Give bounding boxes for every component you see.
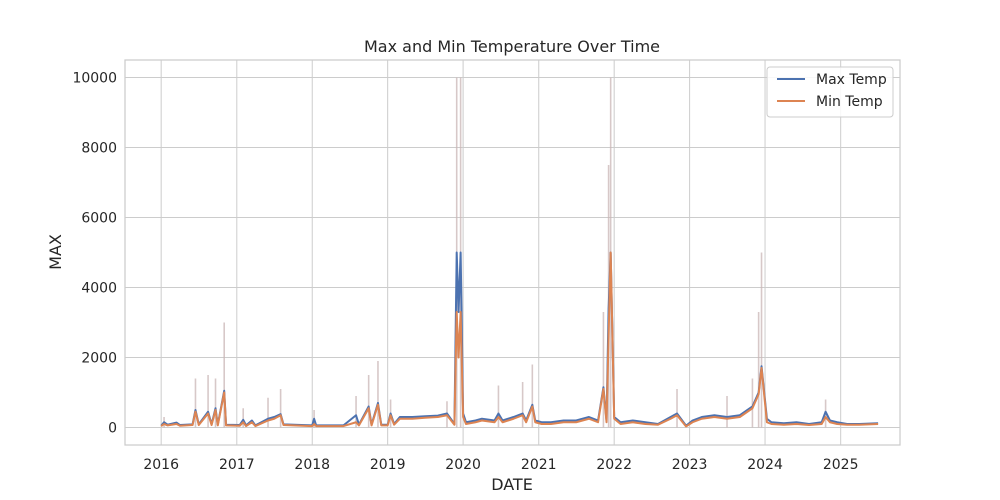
x-tick-label: 2022: [596, 457, 632, 473]
x-tick-label: 2019: [370, 457, 406, 473]
y-tick-label: 2000: [81, 351, 117, 367]
x-tick-label: 2023: [672, 457, 708, 473]
y-tick-label: 4000: [81, 281, 117, 297]
x-tick-label: 2024: [747, 457, 783, 473]
legend: Max Temp Min Temp: [766, 66, 894, 118]
legend-label-min-temp: Min Temp: [816, 94, 883, 110]
grid: [125, 60, 900, 445]
y-tick-label: 6000: [81, 211, 117, 227]
plot-frame: [124, 59, 901, 446]
min-temp-line: [160, 251, 879, 428]
series-lines: [160, 251, 879, 428]
y-axis: 0 2000 4000 6000 8000 10000: [72, 71, 117, 437]
y-tick-label: 0: [108, 421, 117, 437]
x-tick-label: 2018: [294, 457, 330, 473]
y-tick-label: 8000: [81, 141, 117, 157]
x-tick-label: 2016: [143, 457, 179, 473]
y-tick-label: 10000: [72, 71, 117, 87]
x-axis-label: DATE: [491, 475, 533, 494]
x-tick-label: 2017: [219, 457, 255, 473]
plot-area: [125, 60, 900, 445]
x-tick-label: 2020: [445, 457, 481, 473]
x-tick-label: 2021: [521, 457, 557, 473]
y-axis-label: MAX: [46, 234, 65, 270]
x-axis: 2016 2017 2018 2019 2020 2021 2022 2023 2024 2025: [143, 457, 858, 473]
chart-title: Max and Min Temperature Over Time: [364, 37, 660, 56]
legend-label-max-temp: Max Temp: [816, 72, 887, 88]
x-tick-label: 2025: [823, 457, 859, 473]
